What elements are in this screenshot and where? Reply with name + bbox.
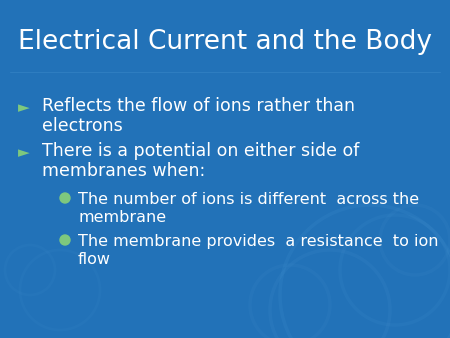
Text: The membrane provides  a resistance  to ion: The membrane provides a resistance to io… <box>78 234 438 249</box>
Text: flow: flow <box>78 252 111 267</box>
Text: The number of ions is different  across the: The number of ions is different across t… <box>78 192 419 207</box>
Circle shape <box>60 235 70 245</box>
Text: Electrical Current and the Body: Electrical Current and the Body <box>18 29 432 55</box>
Text: ►: ► <box>18 145 30 160</box>
Text: electrons: electrons <box>42 117 123 135</box>
Circle shape <box>60 193 70 203</box>
Text: ►: ► <box>18 100 30 115</box>
Text: Reflects the flow of ions rather than: Reflects the flow of ions rather than <box>42 97 355 115</box>
Text: membranes when:: membranes when: <box>42 162 205 180</box>
Text: membrane: membrane <box>78 210 166 225</box>
Text: There is a potential on either side of: There is a potential on either side of <box>42 142 360 160</box>
